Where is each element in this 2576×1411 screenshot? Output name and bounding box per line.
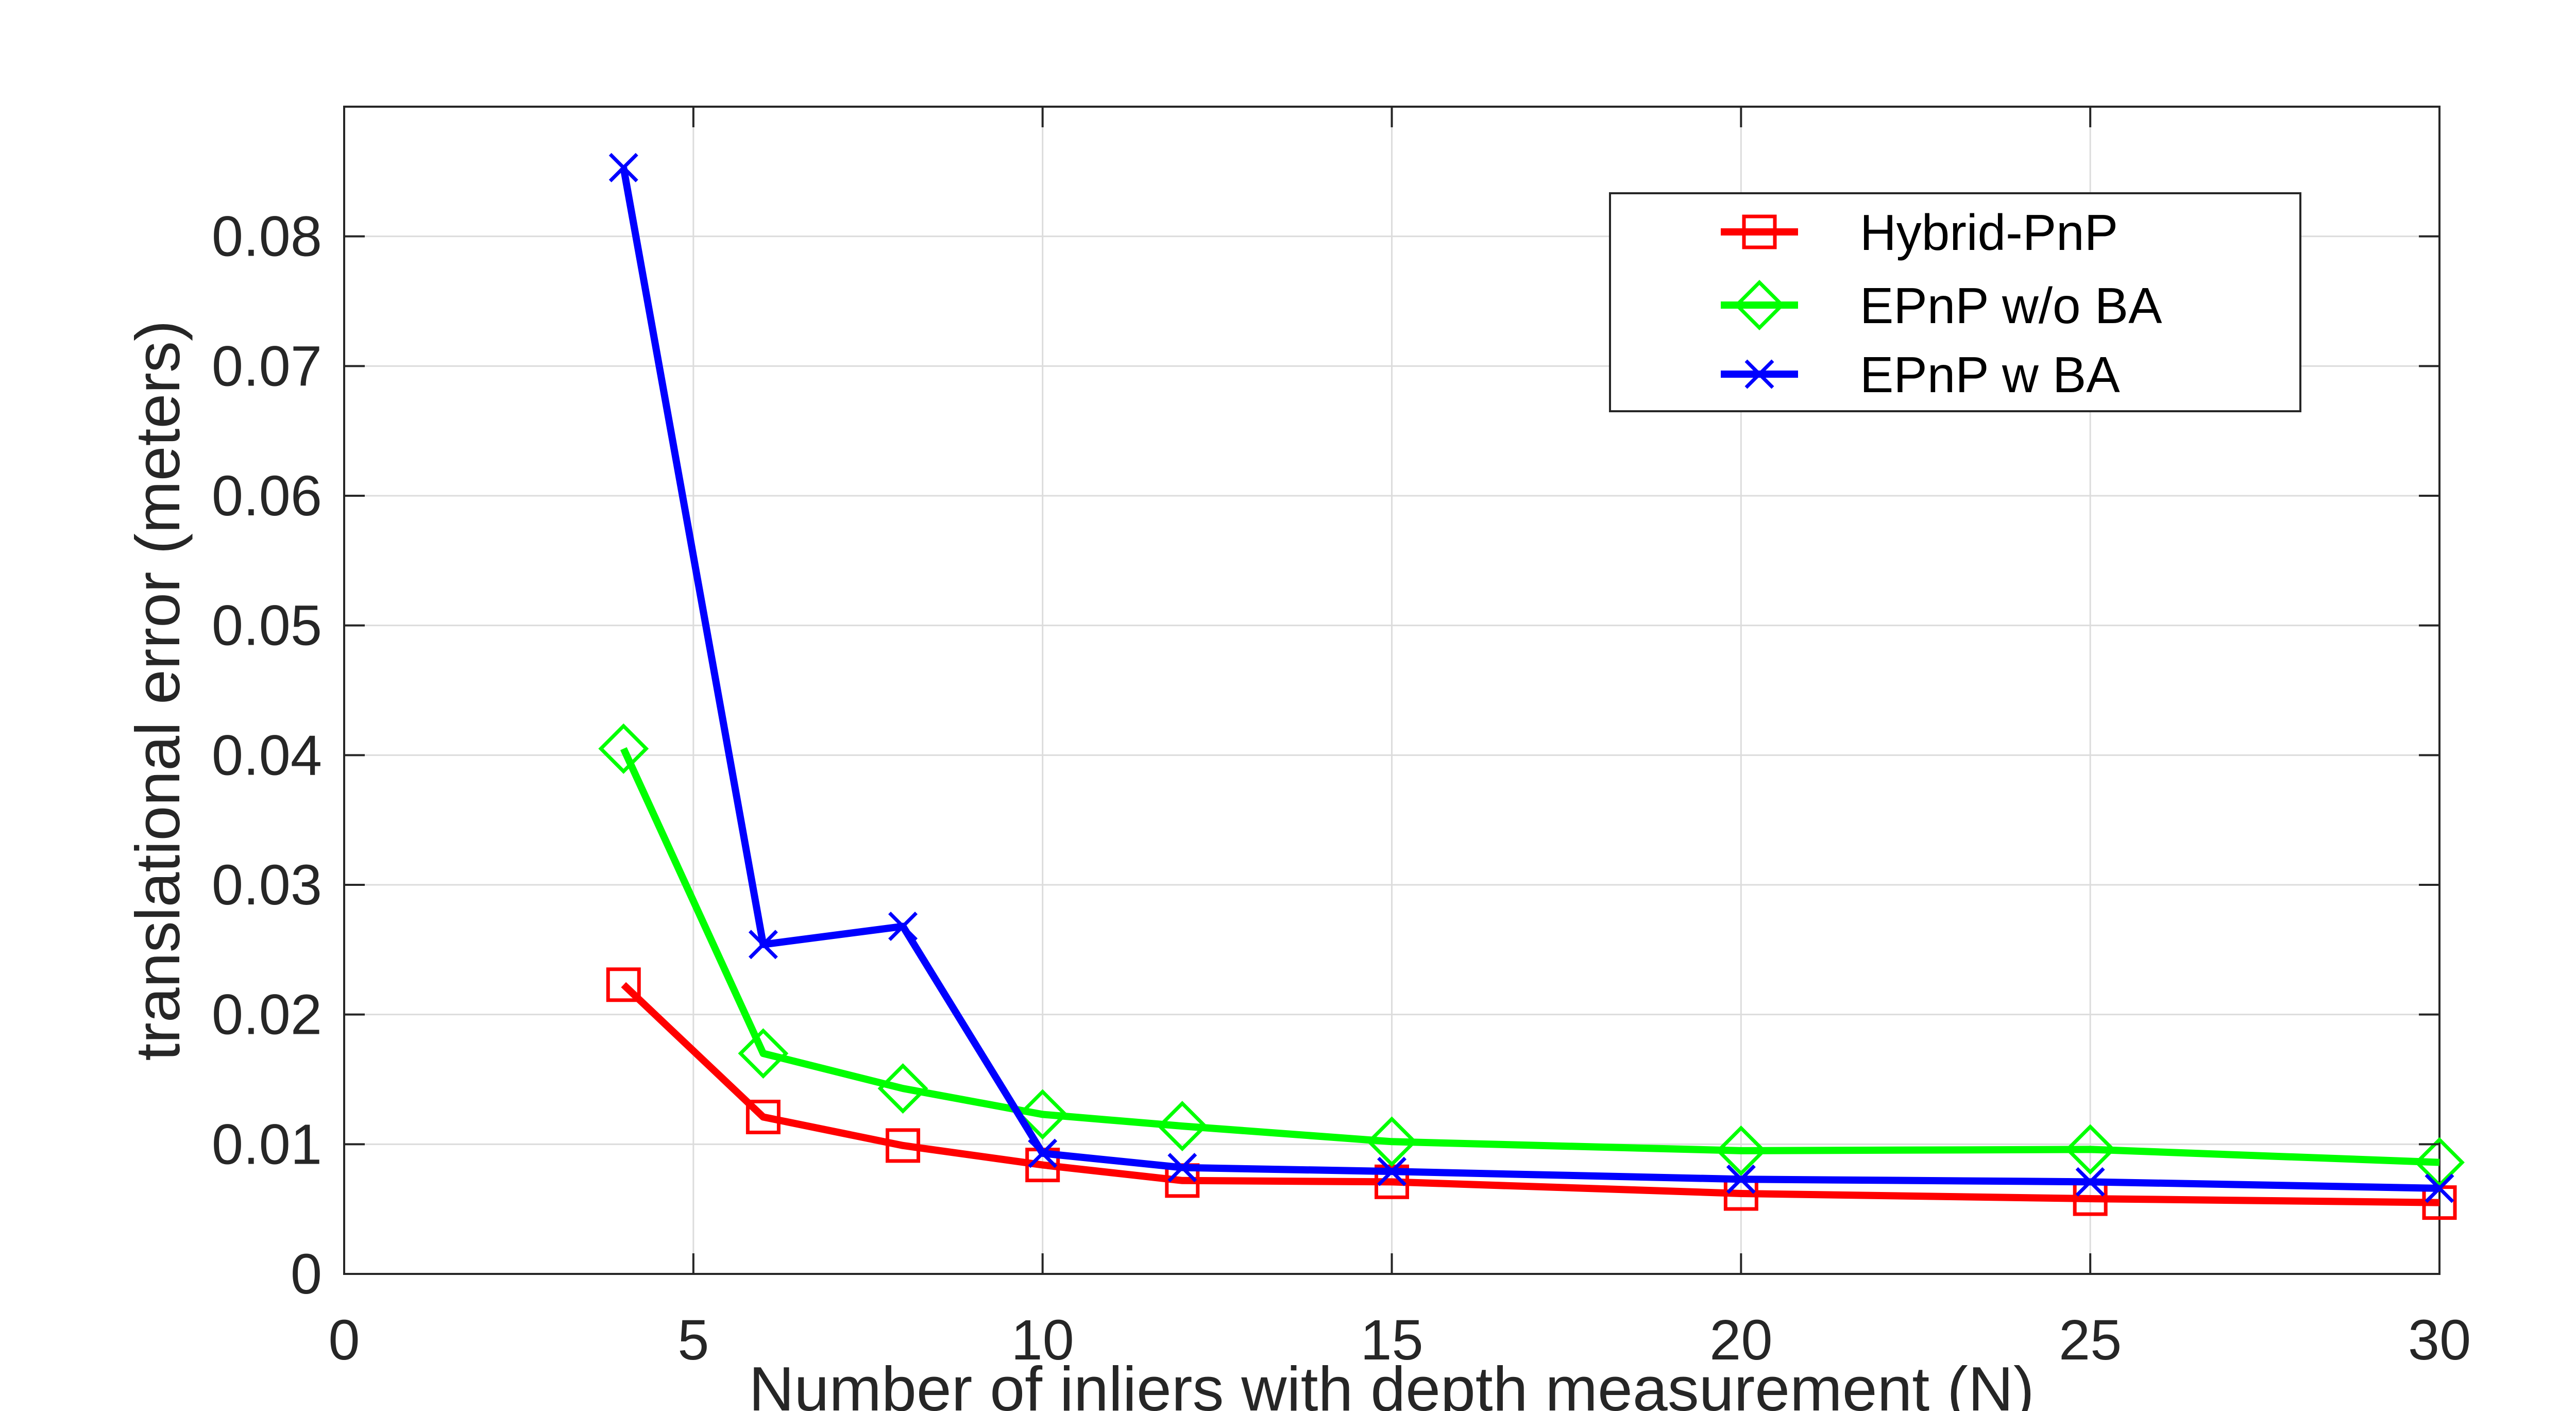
legend-entry: Hybrid-PnP bbox=[1721, 204, 2118, 261]
y-tick-label: 0.05 bbox=[212, 594, 322, 658]
x-axis-ticks: 0 5 10 15 20 25 30 bbox=[328, 107, 2471, 1372]
data-point bbox=[2065, 1124, 2116, 1175]
legend-marker-sample bbox=[1734, 280, 1785, 330]
y-axis-label: translational error (meters) bbox=[123, 320, 193, 1061]
legend-marker-sample bbox=[1742, 214, 1777, 249]
series-group bbox=[608, 153, 2454, 1203]
x-tick-label: 15 bbox=[1360, 1308, 1423, 1372]
series-group bbox=[598, 723, 2465, 1188]
x-axis-label: Number of inliers with depth measurement… bbox=[749, 1354, 2034, 1411]
data-point bbox=[1716, 1125, 1767, 1176]
legend-label: EPnP w BA bbox=[1860, 346, 2120, 403]
data-point bbox=[606, 967, 641, 1002]
y-tick-label: 0.04 bbox=[212, 724, 322, 787]
data-point bbox=[608, 153, 638, 182]
legend-entry: EPnP w/o BA bbox=[1721, 277, 2162, 334]
y-tick-label: 0.02 bbox=[212, 983, 322, 1047]
data-point bbox=[738, 1028, 789, 1079]
data-point bbox=[888, 912, 918, 942]
series-line bbox=[621, 982, 2440, 1206]
data-point bbox=[748, 930, 778, 960]
x-tick-label: 20 bbox=[1709, 1308, 1772, 1372]
data-point bbox=[1377, 1156, 1406, 1186]
x-tick-label: 5 bbox=[677, 1308, 709, 1372]
legend-label: Hybrid-PnP bbox=[1860, 204, 2118, 261]
data-point bbox=[877, 1063, 928, 1114]
y-tick-label: 0 bbox=[291, 1242, 322, 1306]
data-point bbox=[745, 1099, 781, 1134]
y-tick-label: 0.07 bbox=[212, 334, 322, 398]
data-point bbox=[1726, 1164, 1756, 1194]
y-tick-label: 0.06 bbox=[212, 464, 322, 528]
data-point bbox=[2075, 1167, 2105, 1197]
data-point bbox=[598, 723, 649, 774]
x-tick-label: 25 bbox=[2059, 1308, 2122, 1372]
x-tick-label: 30 bbox=[2408, 1308, 2471, 1372]
data-point bbox=[2425, 1173, 2454, 1203]
data-point bbox=[1366, 1116, 1417, 1167]
y-tick-label: 0.01 bbox=[212, 1113, 322, 1176]
x-tick-label: 10 bbox=[1011, 1308, 1074, 1372]
data-point bbox=[1167, 1153, 1197, 1183]
x-tick-label: 0 bbox=[328, 1308, 360, 1372]
legend-entry: EPnP w BA bbox=[1721, 346, 2120, 403]
legend: Hybrid-PnP EPnP w/o BA EPnP w BA bbox=[1609, 192, 2301, 412]
y-tick-label: 0.03 bbox=[212, 853, 322, 917]
legend-label: EPnP w/o BA bbox=[1860, 277, 2162, 334]
data-point bbox=[1157, 1101, 1208, 1152]
series-line bbox=[620, 747, 2440, 1166]
y-tick-label: 0.08 bbox=[212, 205, 322, 268]
data-point bbox=[1028, 1138, 1058, 1168]
data-series bbox=[598, 153, 2465, 1220]
legend-marker-sample bbox=[1744, 359, 1774, 389]
data-point bbox=[1017, 1089, 1068, 1140]
data-point bbox=[886, 1128, 921, 1163]
y-axis-ticks: 0 0.01 0.02 0.03 0.04 0.05 0.06 0.07 0.08 bbox=[212, 205, 2439, 1306]
